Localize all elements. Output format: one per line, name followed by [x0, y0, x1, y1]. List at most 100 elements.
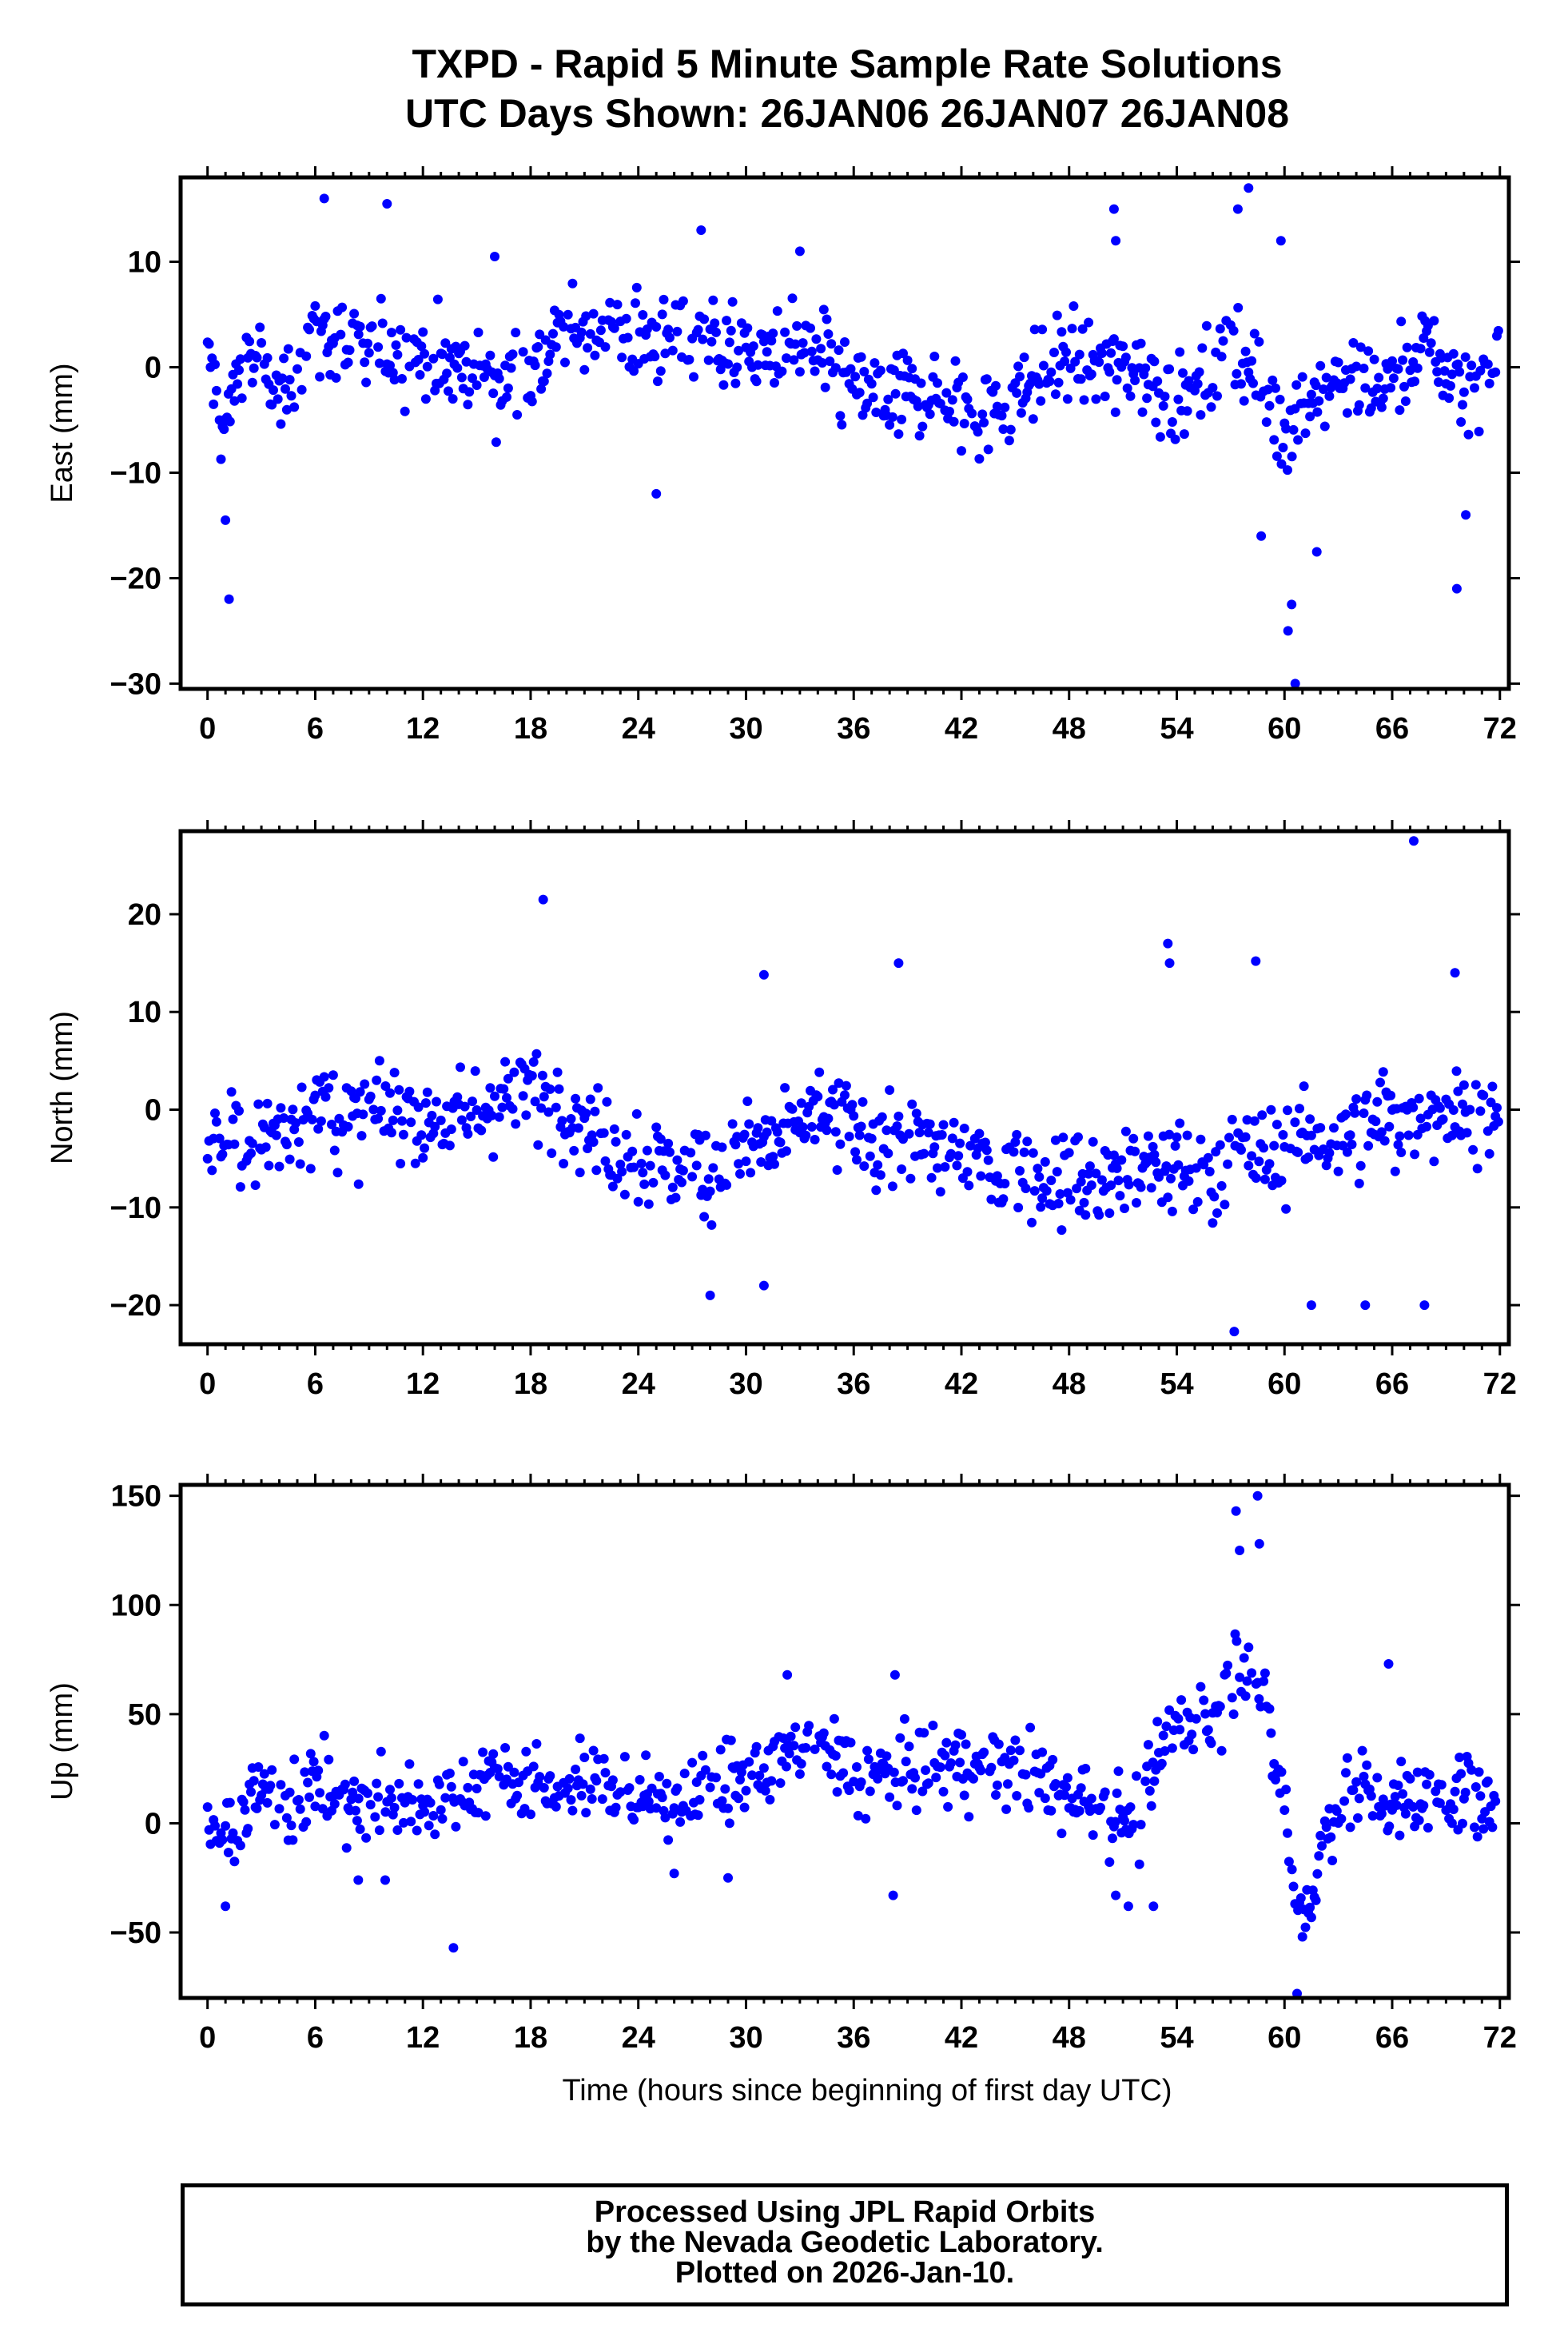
y-tick-label: 10 [128, 996, 161, 1029]
data-point [1106, 1180, 1116, 1191]
data-point [1487, 1081, 1498, 1092]
data-point [1351, 361, 1362, 372]
data-point [678, 1165, 688, 1176]
data-point [301, 351, 312, 361]
data-point [901, 1757, 911, 1767]
data-point [1088, 1830, 1098, 1841]
data-point [1050, 1779, 1061, 1789]
data-point [1000, 402, 1010, 412]
data-point [1345, 1822, 1355, 1833]
data-point [401, 332, 412, 343]
x-tick-label: 42 [945, 712, 978, 746]
data-point [775, 1137, 786, 1148]
data-point [315, 372, 325, 382]
data-point [1297, 372, 1307, 382]
data-point [981, 1145, 992, 1156]
data-point-outlier [380, 1875, 390, 1885]
data-point [919, 1728, 929, 1738]
data-point [798, 1122, 808, 1132]
data-point [1108, 1833, 1117, 1844]
data-point [914, 431, 925, 441]
data-point [1363, 346, 1374, 356]
data-point [768, 1152, 778, 1162]
data-point-outlier [221, 515, 231, 525]
data-point [413, 355, 424, 364]
data-point [286, 391, 296, 401]
data-point [329, 1799, 340, 1809]
data-point [452, 1092, 463, 1102]
data-point [1378, 1067, 1388, 1077]
data-point [645, 1160, 655, 1171]
data-point [1327, 1856, 1338, 1865]
data-point [307, 1114, 317, 1124]
data-point [629, 1815, 639, 1825]
data-point [873, 1160, 883, 1170]
data-point [396, 1159, 406, 1168]
data-point [509, 1767, 519, 1777]
data-point [1050, 1135, 1061, 1145]
data-point [1305, 1114, 1315, 1124]
data-point [1429, 316, 1439, 326]
data-point [758, 1763, 769, 1773]
data-point [992, 1171, 1002, 1181]
data-point [1046, 1805, 1057, 1816]
data-point [1227, 1114, 1237, 1124]
data-point [376, 1105, 386, 1116]
data-point [928, 1721, 938, 1730]
data-point [636, 1158, 647, 1168]
data-point [834, 345, 844, 356]
data-point [852, 1155, 862, 1165]
data-point [599, 1128, 609, 1138]
data-point-outlier [1287, 599, 1297, 610]
data-point [677, 1177, 686, 1188]
data-point [234, 365, 244, 376]
data-point [410, 1158, 420, 1168]
data-point [1315, 360, 1326, 371]
data-point [502, 1092, 511, 1103]
data-point [823, 1113, 834, 1124]
data-point [305, 1164, 316, 1174]
x-tick-label: 72 [1483, 712, 1517, 746]
data-point [629, 1162, 639, 1172]
data-point [794, 1769, 805, 1779]
data-point [204, 339, 214, 349]
data-point [865, 1151, 875, 1161]
data-point [519, 1804, 530, 1814]
data-point [1398, 1789, 1408, 1799]
data-point [959, 419, 969, 428]
data-point [829, 1100, 839, 1110]
data-point [1149, 356, 1160, 367]
data-point [1113, 1176, 1124, 1186]
data-point [1036, 396, 1046, 406]
data-point [1299, 1081, 1309, 1092]
data-point [945, 1148, 956, 1159]
data-point [753, 1123, 763, 1133]
data-point [1065, 1195, 1076, 1205]
data-point [360, 1079, 370, 1089]
data-point [675, 1817, 686, 1827]
data-point [560, 357, 570, 368]
data-point [1347, 1140, 1357, 1149]
data-point [348, 1787, 358, 1797]
data-point [1012, 1791, 1022, 1801]
data-point [949, 416, 959, 427]
data-point [1061, 347, 1071, 357]
data-point [353, 1179, 364, 1189]
data-point [434, 1779, 444, 1789]
data-point [997, 411, 1007, 421]
data-point [1100, 392, 1110, 401]
data-point [723, 1803, 733, 1813]
data-point [503, 1073, 513, 1084]
data-point [320, 1092, 331, 1102]
data-point [1118, 341, 1128, 352]
data-point [846, 364, 856, 374]
data-point [775, 1778, 786, 1789]
data-point [747, 1770, 757, 1781]
data-point [993, 1739, 1004, 1749]
data-point [859, 1161, 870, 1172]
data-point [437, 1813, 448, 1824]
data-point [1493, 325, 1503, 336]
data-point [1429, 1156, 1439, 1167]
data-point [372, 1778, 382, 1789]
data-point [1216, 1745, 1227, 1756]
